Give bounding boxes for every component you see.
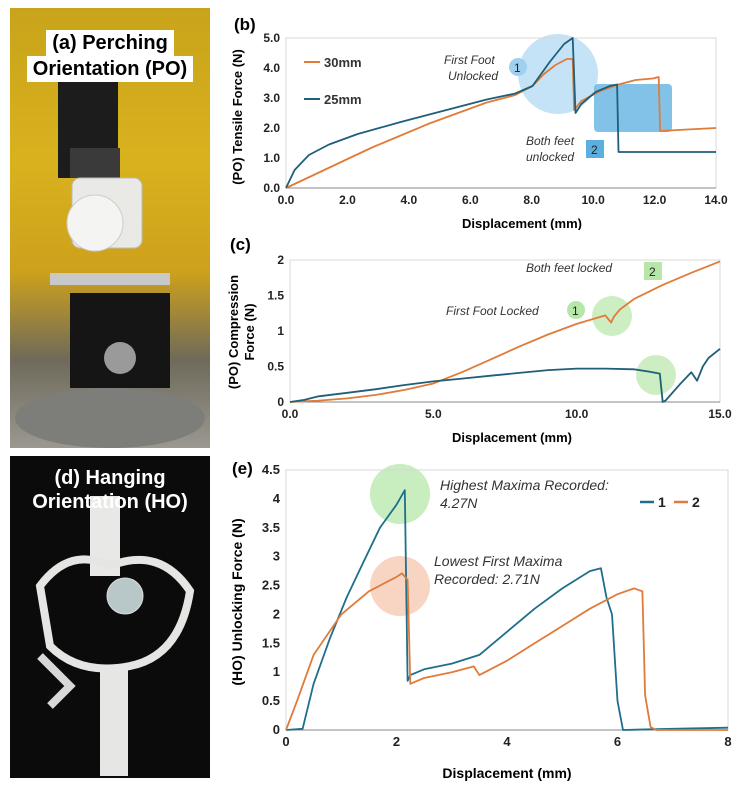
hanging-photo: (d) Hanging Orientation (HO) (10, 456, 210, 778)
chart-b-badge-1-bg (509, 58, 527, 76)
chart-e-bubble-1 (370, 464, 430, 524)
chart-e-series-1 (285, 489, 729, 731)
chart-e-series-2 (285, 572, 728, 731)
chart-b-ytick: 0.0 (263, 181, 280, 195)
chart-c-panel-label: (c) (230, 235, 251, 254)
chart-c-ytick: 2 (277, 253, 284, 267)
chart-c-xtick: 10.0 (565, 407, 589, 421)
hanging-title-line2: Orientation (HO) (32, 491, 188, 513)
chart-b-xtick: 12.0 (643, 193, 667, 207)
chart-b-bubble-1 (518, 34, 598, 114)
chart-b-panel-label: (b) (234, 15, 256, 34)
chart-b-series-30mm (285, 58, 717, 189)
hanging-title-line1: (d) Hanging (54, 467, 166, 489)
chart-e-ytick: 0 (273, 722, 280, 737)
chart-e-xtick: 0 (282, 734, 289, 749)
chart-b-annotation-2-line1: Both feet (526, 134, 575, 148)
chart-c-ylabel-line2: Force (N) (242, 303, 257, 360)
chart-c-ylabel-line1: (PO) Compression (226, 275, 241, 389)
chart-c-ytick: 1.5 (267, 289, 284, 303)
chart-e-ytick: 3 (273, 549, 280, 564)
chart-c-ytick: 0.5 (267, 360, 284, 374)
chart-b-ylabel: (PO) Tensile Force (N) (230, 49, 245, 185)
chart-b-annotation-1-line2: Unlocked (448, 69, 498, 83)
chart-e-panel-label: (e) (232, 459, 253, 478)
chart-b-xtick: 4.0 (401, 193, 418, 207)
chart-b-xtick: 2.0 (339, 193, 356, 207)
chart-c-xlabel: Displacement (mm) (452, 430, 572, 445)
chart-e-xtick: 2 (393, 734, 400, 749)
chart-b-bubble-2 (594, 84, 672, 132)
chart-e-legend-2: 2 (692, 494, 700, 510)
chart-e-bubble-2 (370, 556, 430, 616)
chart-e-ytick: 1.5 (262, 635, 280, 650)
chart-c-badge-1-bg (567, 301, 585, 319)
chart-c-series-blue (289, 348, 721, 403)
chart-e-xlabel: Displacement (mm) (442, 765, 571, 781)
chart-b-annotation-2-line2: unlocked (526, 150, 574, 164)
chart-c-badge-1: 1 (572, 304, 579, 318)
chart-c-bubble-2 (636, 355, 676, 395)
chart-c-annotation-1: First Foot Locked (446, 304, 539, 318)
chart-e-ytick: 2 (273, 606, 280, 621)
chart-c: (c) 0.0 5.0 10.0 15.0 0 0.5 1 1.5 2 Both feet lo… (226, 235, 732, 445)
chart-e-ytick: 4.5 (262, 462, 280, 477)
perching-photo: (a) Perching Orientation (PO) (10, 8, 210, 448)
chart-b-series-25mm (285, 37, 716, 189)
chart-e-annotation-1-line2: 4.27N (440, 495, 478, 511)
chart-b-badge-1: 1 (514, 61, 521, 75)
chart-c-xtick: 15.0 (708, 407, 732, 421)
perching-title-line1: (a) Perching (46, 30, 174, 56)
chart-c-ytick: 0 (277, 395, 284, 409)
perching-title-line2: Orientation (PO) (26, 56, 194, 82)
chart-c-annotation-2: Both feet locked (526, 261, 612, 275)
chart-e-annotation-1-line1: Highest Maxima Recorded: (440, 477, 609, 493)
chart-b-xtick: 0.0 (278, 193, 295, 207)
chart-b-ytick: 4.0 (263, 61, 280, 75)
chart-c-ytick: 1 (277, 324, 284, 338)
chart-e-annotation-2-line2: Recorded: 2.71N (434, 571, 541, 587)
chart-e-legend-1: 1 (658, 494, 666, 510)
chart-b: (b) 0.0 2.0 4.0 6.0 8.0 10.0 12.0 14.00.01.02.0… (230, 15, 728, 230)
chart-c-xtick: 5.0 (425, 407, 442, 421)
chart-c-bubble-1 (592, 296, 632, 336)
chart-e: (e) 0 2 4 6 8 0 0.5 1 1.5 2 2.5 3 3.5 4 4.5 Highest Ma… (229, 459, 732, 781)
chart-c-xtick: 0.0 (282, 407, 299, 421)
chart-c-series-orange (289, 260, 721, 403)
chart-b-xtick: 6.0 (462, 193, 479, 207)
chart-c-badge-2-bg (644, 262, 662, 280)
chart-b-legend-25mm: 25mm (324, 92, 362, 107)
chart-b-xtick: 14.0 (704, 193, 728, 207)
chart-e-ylabel: (HO) Unlocking Force (N) (229, 518, 245, 685)
chart-e-ytick: 4 (273, 491, 281, 506)
chart-e-ytick: 2.5 (262, 578, 280, 593)
chart-e-annotation-2-line1: Lowest First Maxima (434, 553, 563, 569)
chart-b-ytick: 2.0 (263, 121, 280, 135)
chart-e-xtick: 4 (503, 734, 511, 749)
perching-photo-drawing (15, 68, 205, 448)
chart-b-ytick: 3.0 (263, 91, 280, 105)
chart-b-badge-2: 2 (591, 143, 598, 157)
chart-e-ytick: 3.5 (262, 520, 280, 535)
chart-b-ytick: 1.0 (263, 151, 280, 165)
chart-b-legend-30mm: 30mm (324, 55, 362, 70)
chart-b-badge-2-bg (586, 140, 604, 158)
hanging-photo-drawing (35, 496, 195, 776)
chart-b-annotation-1-line1: First Foot (444, 53, 495, 67)
chart-b-ytick: 5.0 (263, 31, 280, 45)
chart-b-xtick: 8.0 (523, 193, 540, 207)
chart-b-xlabel: Displacement (mm) (462, 216, 582, 230)
chart-e-xtick: 8 (724, 734, 731, 749)
chart-e-ytick: 0.5 (262, 693, 280, 708)
chart-e-ytick: 1 (273, 664, 280, 679)
chart-b-xtick: 10.0 (581, 193, 605, 207)
chart-e-xtick: 6 (614, 734, 621, 749)
chart-c-badge-2: 2 (649, 265, 656, 279)
